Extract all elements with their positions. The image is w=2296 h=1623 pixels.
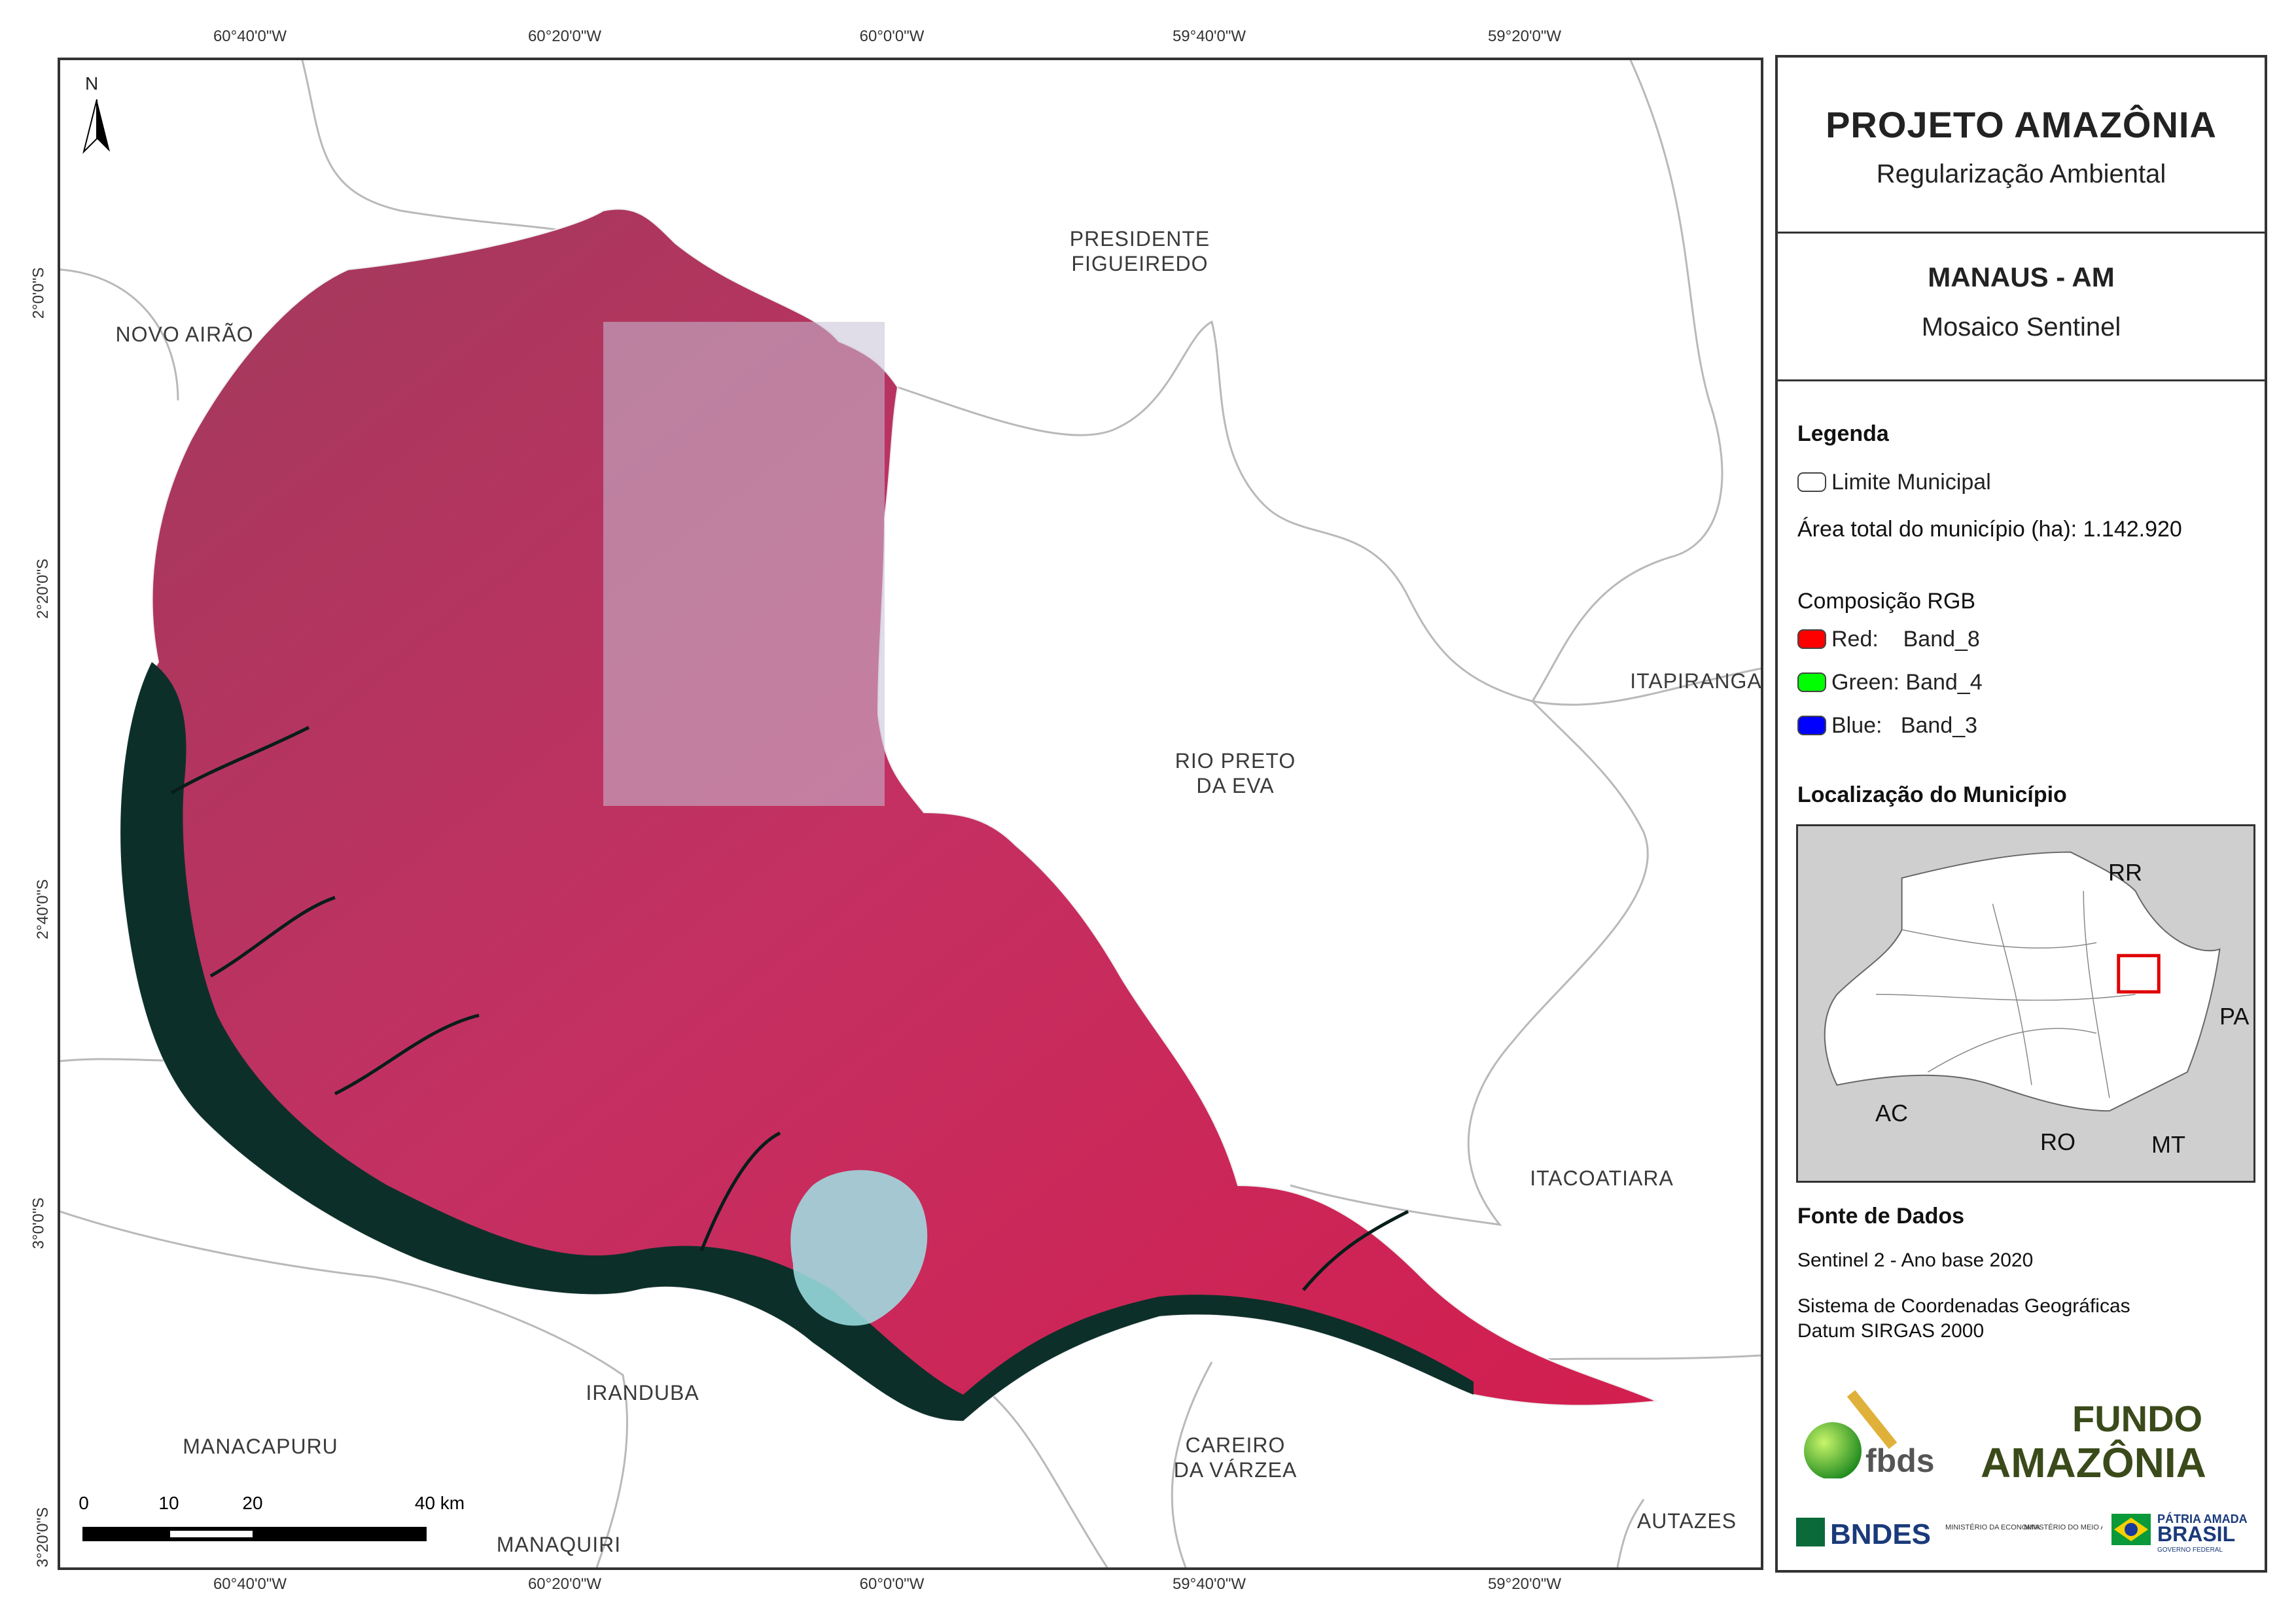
ministries-logo: MINISTÉRIO DA ECONOMIA MINISTÉRIO DO MEI… (1945, 1523, 2102, 1531)
brasil-text: PÁTRIA AMADA (2157, 1512, 2248, 1526)
sources-line: Sentinel 2 - Ano base 2020 (1797, 1249, 2034, 1271)
divider (1778, 379, 2265, 381)
bndes-logo: BNDES (1796, 1518, 1931, 1550)
ministry-text: MINISTÉRIO DA ECONOMIA (1945, 1523, 2041, 1531)
scale-bar (82, 1527, 427, 1541)
longitude-label-top: 60°20'0"W (527, 27, 602, 45)
imagery-tile-light (603, 322, 885, 806)
place-label: IRANDUBA (586, 1381, 699, 1405)
green-band-swatch (1797, 672, 1826, 692)
place-label: MANACAPURU (183, 1435, 338, 1458)
info-panel: PROJETO AMAZÔNIA Regularização Ambiental… (1775, 55, 2267, 1573)
fbds-logo: fbds (1804, 1390, 1935, 1478)
blue-band-swatch (1797, 716, 1826, 735)
state-label: PA (2219, 1003, 2250, 1030)
municipality-title: MANAUS - AM (1928, 262, 2115, 292)
red-band-label: Red: Band_8 (1831, 627, 1980, 652)
longitude-label-bottom: 60°40'0"W (213, 1575, 287, 1593)
latitude-label: 3°20'0"S (34, 1507, 52, 1568)
fundo-amazonia-logo: FUNDO AMAZÔNIA (1981, 1399, 2206, 1484)
place-label: PRESIDENTE FIGUEIREDO (1069, 227, 1210, 275)
municipal-boundaries (60, 60, 1761, 1567)
brasil-text: GOVERNO FEDERAL (2157, 1546, 2223, 1554)
state-label: AC (1875, 1100, 1909, 1126)
scale-label: 0 (79, 1493, 89, 1513)
state-label: MT (2151, 1131, 2185, 1158)
scale-label: 20 (242, 1493, 263, 1513)
place-label: MANAQUIRI (496, 1533, 622, 1556)
latitude-label: 2°40'0"S (34, 879, 52, 940)
tributaries (170, 725, 1409, 1291)
map-frame (58, 58, 1763, 1570)
legend-title: Legenda (1797, 421, 1889, 446)
north-arrow-icon (82, 99, 110, 154)
fbds-text: fbds (1865, 1442, 1935, 1478)
latitude-label: 2°20'0"S (34, 558, 52, 620)
latitude-label: 3°0'0"S (29, 1197, 48, 1249)
river-channel (120, 662, 1474, 1421)
urban-area (790, 1170, 928, 1326)
red-band-swatch (1797, 629, 1826, 649)
boundary-swatch (1797, 472, 1826, 492)
fundo-text: FUNDO (2072, 1399, 2202, 1439)
municipality-highlight (2117, 954, 2161, 994)
north-label: N (85, 73, 99, 94)
project-title: PROJETO AMAZÔNIA (1826, 104, 2217, 145)
bndes-text: BNDES (1830, 1518, 1931, 1550)
sources-title: Fonte de Dados (1797, 1204, 1965, 1229)
longitude-label-top: 59°20'0"W (1487, 27, 1562, 45)
place-label: RIO PRETO DA EVA (1174, 749, 1296, 797)
rgb-title: Composição RGB (1797, 589, 1976, 614)
brasil-logo: PÁTRIA AMADA BRASIL GOVERNO FEDERAL (2111, 1512, 2248, 1554)
longitude-label-top: 60°40'0"W (213, 27, 287, 45)
place-label: AUTAZES (1636, 1509, 1737, 1533)
boundary-label: Limite Municipal (1831, 470, 1991, 495)
sources-line: Sistema de Coordenadas Geográficas (1797, 1295, 2130, 1317)
brasil-text: BRASIL (2157, 1522, 2235, 1546)
sources-line: Datum SIRGAS 2000 (1797, 1320, 1985, 1342)
location-title: Localização do Município (1797, 782, 2067, 807)
state-label: RO (2040, 1128, 2075, 1155)
longitude-label-bottom: 60°20'0"W (527, 1575, 602, 1593)
divider (1778, 232, 2265, 234)
amazonia-text: AMAZÔNIA (1981, 1439, 2206, 1484)
inset-canvas (1824, 851, 2221, 1112)
place-label: CAREIRO DA VÁRZEA (1173, 1433, 1298, 1482)
place-label: NOVO AIRÃO (115, 323, 254, 346)
location-inset-map[interactable]: RR PA AC RO MT (1796, 824, 2255, 1183)
project-subtitle: Regularização Ambiental (1876, 160, 2166, 188)
ministry-text: MINISTÉRIO DO MEIO AMBIENTE (2024, 1523, 2102, 1531)
longitude-label-bottom: 60°0'0"W (859, 1575, 925, 1593)
place-label: ITAPIRANGA (1630, 669, 1762, 693)
longitude-label-bottom: 59°20'0"W (1487, 1575, 1562, 1593)
scale-label: 10 (158, 1493, 179, 1513)
place-label: ITACOATIARA (1530, 1166, 1674, 1190)
state-label: RR (2108, 859, 2142, 886)
longitude-label-top: 60°0'0"W (859, 27, 925, 45)
latitude-label: 2°0'0"S (29, 267, 48, 319)
longitude-label-bottom: 59°40'0"W (1172, 1575, 1246, 1593)
blue-band-label: Blue: Band_3 (1831, 713, 1978, 738)
area-label: Área total do município (ha): 1.142.920 (1797, 517, 2182, 542)
scale-label: 40 km (414, 1493, 465, 1513)
map-canvas[interactable] (60, 60, 1761, 1567)
municipality-subtitle: Mosaico Sentinel (1921, 313, 2121, 341)
green-band-label: Green: Band_4 (1831, 670, 1983, 695)
longitude-label-top: 59°40'0"W (1172, 27, 1246, 45)
